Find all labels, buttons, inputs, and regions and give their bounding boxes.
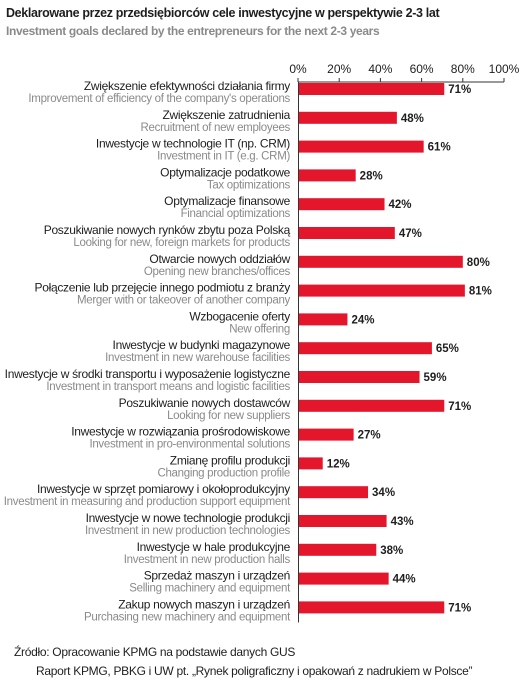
category-label-en: Investment in measuring and production s…: [4, 496, 291, 508]
bar-value-label: 48%: [401, 113, 424, 125]
bar-value-label: 27%: [358, 430, 381, 442]
bar: [299, 198, 385, 211]
category-label-en: Tax optimizations: [207, 179, 291, 191]
bar: [299, 399, 445, 412]
x-tick-label: 40%: [368, 62, 392, 76]
category-label-pl: Optymalizacje finansowe: [164, 194, 290, 208]
bar: [299, 111, 397, 124]
category-label-pl: Połączenie lub przejęcie innego podmiotu…: [35, 281, 291, 295]
bar: [299, 169, 356, 182]
x-tick-label: 80%: [451, 62, 475, 76]
category-label-pl: Inwestycje w rozwiązania prośrodowiskowe: [71, 425, 290, 439]
source-line-2: Raport KPMG, PBKG i UW pt. „Rynek poligr…: [36, 664, 473, 678]
bar-chart: 0% 20% 40% 60% 80% 100% Zwiększenie efektywnoś…: [4, 62, 520, 623]
bar: [299, 284, 465, 297]
category-label-en: Financial optimizations: [181, 208, 291, 220]
category-label-en: Purchasing new machinery and equipment: [84, 611, 291, 623]
bar-value-label: 71%: [448, 84, 471, 96]
category-label-en: Improvement of efficiency of the company…: [28, 93, 290, 105]
bar: [299, 371, 420, 383]
category-label-en: Investment in new production halls: [124, 554, 291, 566]
category-label-en: Merger with or takeover of another compa…: [77, 295, 291, 307]
category-label-pl: Zwiększenie efektywności działania firmy: [84, 79, 290, 93]
category-label-en: Investment in new warehouse facilities: [105, 352, 290, 364]
bar-value-label: 71%: [448, 602, 471, 614]
bar-value-label: 28%: [360, 170, 383, 182]
bar: [299, 543, 377, 556]
category-label-pl: Inwestycje w technologie IT (np. CRM): [96, 137, 290, 151]
bar: [299, 515, 387, 527]
bar-value-label: 12%: [327, 458, 350, 470]
bar: [299, 486, 369, 499]
category-label-pl: Optymalizacje podatkowe: [160, 165, 290, 179]
category-label-en: Changing production profile: [157, 467, 290, 479]
category-label-pl: Otwarcie nowych oddziałów: [149, 252, 290, 266]
bar: [299, 342, 432, 355]
category-label-en: Investment in IT (e.g. CRM): [157, 151, 290, 163]
category-label-pl: Inwestycje w nowe technologie produkcji: [86, 511, 290, 525]
bar-value-label: 44%: [393, 574, 416, 586]
category-label-en: Investment in new production technologie…: [85, 525, 291, 537]
category-label-pl: Inwestycje w budynki magazynowe: [113, 338, 291, 352]
category-label-en: Selling machinery and equipment: [129, 583, 291, 595]
bar: [299, 572, 389, 585]
bar-value-label: 81%: [469, 286, 492, 298]
category-label-pl: Poszukiwanie nowych dostawców: [119, 396, 291, 410]
x-tick-label: 20%: [327, 62, 351, 76]
bar-value-label: 38%: [380, 545, 403, 557]
category-label-pl: Inwestycje w środki transportu i wyposaż…: [5, 367, 291, 381]
category-label-pl: Inwestycje w sprzęt pomiarowy i okołopro…: [37, 482, 290, 496]
category-label-en: Investment in transport means and logist…: [46, 381, 290, 393]
category-label-en: Recruitment of new employees: [141, 122, 291, 134]
bar-value-label: 34%: [372, 487, 395, 499]
bar: [299, 601, 445, 614]
bar: [299, 313, 348, 326]
chart-subtitle: Investment goals declared by the entrepr…: [6, 24, 380, 38]
category-label-pl: Zakup nowych maszyn i urządzeń: [118, 597, 290, 611]
bar-value-label: 42%: [389, 199, 412, 211]
x-tick-label: 60%: [410, 62, 434, 76]
category-label-pl: Sprzedaż maszyn i urządzeń: [144, 569, 290, 583]
bar: [299, 428, 354, 441]
bar: [299, 227, 395, 239]
x-tick-label: 100%: [489, 62, 520, 76]
category-label-pl: Poszukiwanie nowych rynków zbytu poza Po…: [44, 223, 291, 237]
bar-value-label: 65%: [436, 343, 459, 355]
category-label-en: Looking for new suppliers: [167, 410, 290, 422]
bar-value-label: 47%: [399, 228, 422, 240]
category-label-pl: Zwiększenie zatrudnienia: [162, 108, 290, 122]
bar: [299, 140, 424, 153]
bar: [299, 255, 463, 268]
bar-value-label: 80%: [467, 257, 490, 269]
bar: [299, 83, 445, 95]
bar-value-label: 71%: [448, 401, 471, 413]
x-tick-label: 0%: [289, 62, 307, 76]
bar: [299, 457, 323, 470]
category-label-pl: Zmianę profilu produkcji: [170, 453, 290, 467]
category-label-en: Looking for new, foreign markets for pro…: [73, 237, 290, 249]
source-line-1: Źródło: Opracowanie KPMG na podstawie da…: [14, 645, 296, 659]
chart-title: Deklarowane przez przedsiębiorców cele i…: [6, 6, 440, 20]
bar-value-label: 43%: [391, 516, 414, 528]
category-label-pl: Wzbogacenie oferty: [189, 309, 290, 323]
category-label-en: New offering: [229, 323, 290, 335]
category-label-en: Investment in pro-environmental solution…: [89, 439, 290, 451]
bar-value-label: 24%: [351, 314, 374, 326]
bar-value-label: 59%: [424, 372, 447, 384]
bar-value-label: 61%: [428, 142, 451, 154]
category-label-pl: Inwestycje w hale produkcyjne: [137, 540, 291, 554]
category-label-en: Opening new branches/offices: [144, 266, 291, 278]
